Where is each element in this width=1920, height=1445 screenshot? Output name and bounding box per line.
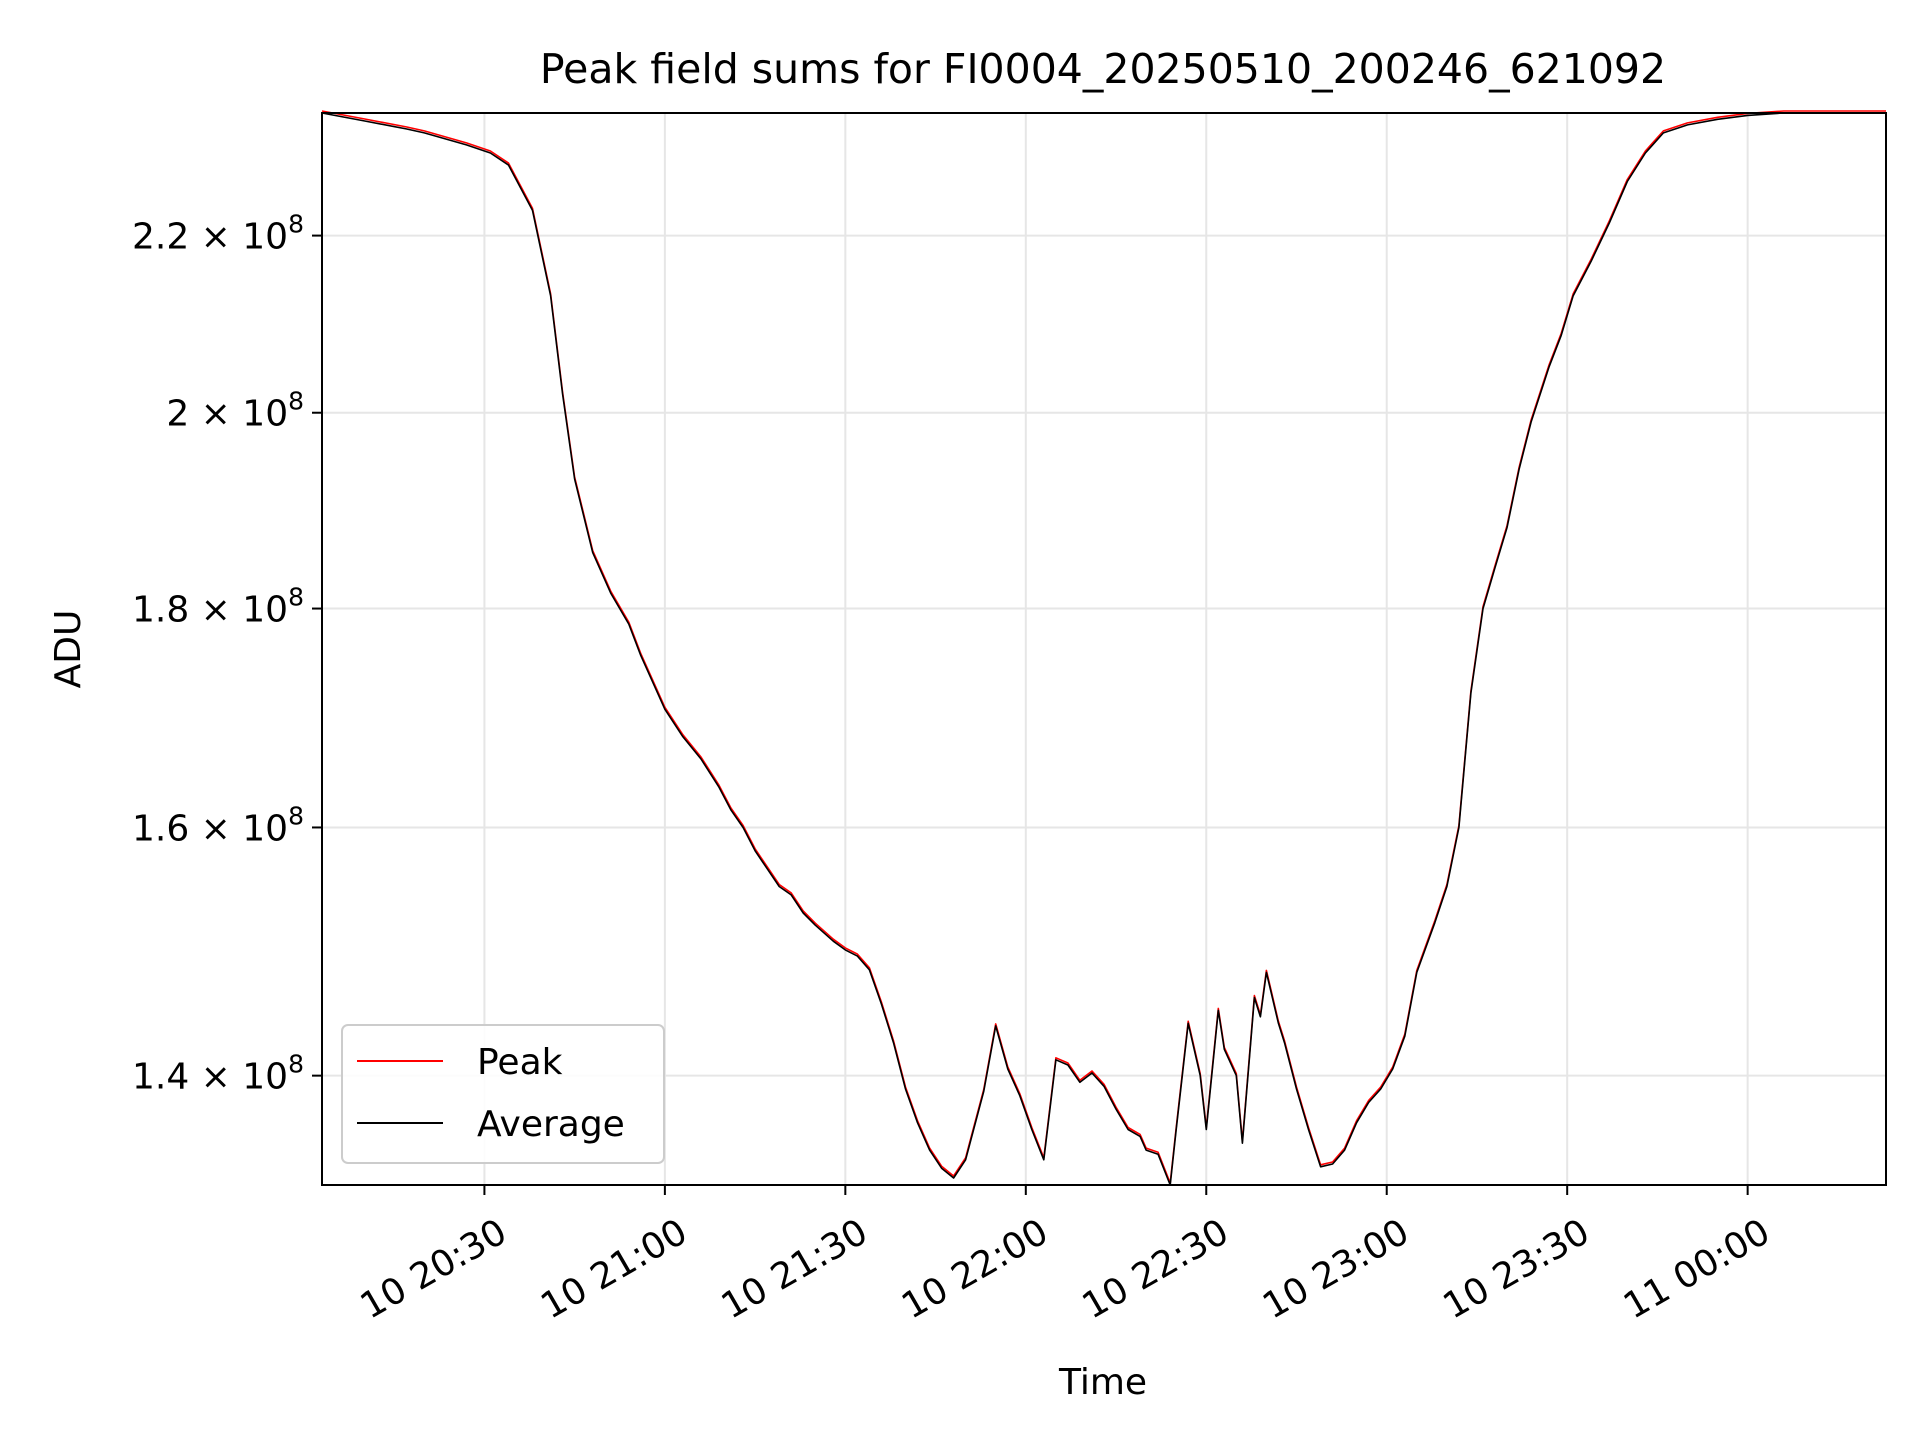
x-axis-label: Time	[1058, 1362, 1147, 1403]
legend: Peak Average	[341, 1024, 665, 1164]
series-layer	[321, 110, 1886, 1186]
y-tick-label: 2 × 108	[166, 387, 304, 435]
plot-area-frame	[321, 112, 1887, 1186]
legend-box	[341, 1024, 665, 1164]
y-tick-label: 2.2 × 108	[132, 210, 304, 258]
y-axis-label: ADU	[48, 610, 89, 689]
y-tick-label: 1.8 × 108	[132, 583, 304, 631]
chart-title: Peak field sums for FI0004_20250510_2002…	[540, 45, 1666, 93]
legend-average-label: Average	[477, 1104, 625, 1145]
legend-peak-label: Peak	[477, 1042, 563, 1083]
series-line-average	[321, 112, 1886, 1186]
y-tick-label: 1.4 × 108	[132, 1050, 304, 1098]
y-tick-label: 1.6 × 108	[132, 801, 304, 849]
